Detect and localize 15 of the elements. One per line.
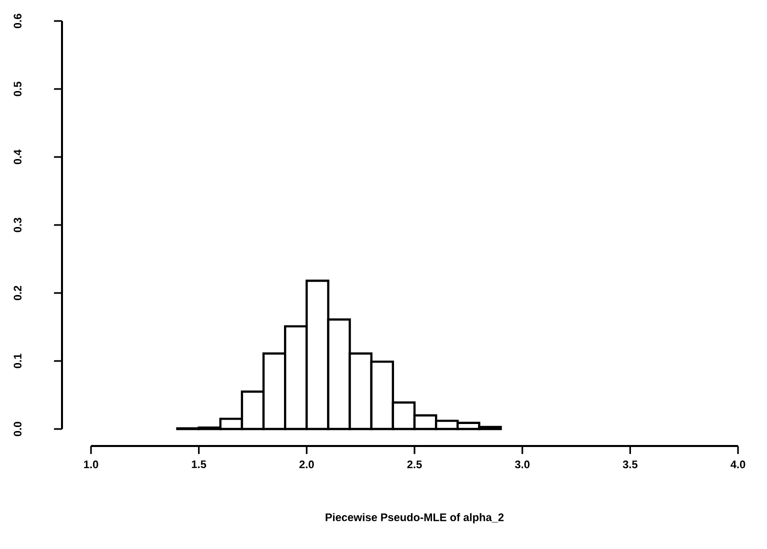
x-tick-label: 3.5	[622, 460, 638, 468]
y-tick-label: 0.0	[14, 422, 22, 436]
y-tick-label: 0.5	[14, 82, 22, 96]
x-axis-title: Piecewise Pseudo-MLE of alpha_2	[326, 513, 504, 524]
x-tick-label: 2.5	[407, 460, 422, 468]
x-tick-label: 1.0	[84, 460, 98, 468]
x-tick-label: 2.0	[299, 460, 314, 468]
y-tick-label: 0.3	[14, 218, 22, 232]
x-tick-label: 4.0	[730, 460, 746, 468]
y-tick-label: 0.4	[14, 149, 22, 164]
y-tick-label: 0.6	[14, 14, 22, 28]
x-tick-label: 3.0	[514, 460, 530, 468]
x-tick-label: 1.5	[192, 460, 206, 468]
y-tick-label: 0.2	[14, 286, 22, 300]
y-tick-label: 0.1	[14, 354, 22, 368]
